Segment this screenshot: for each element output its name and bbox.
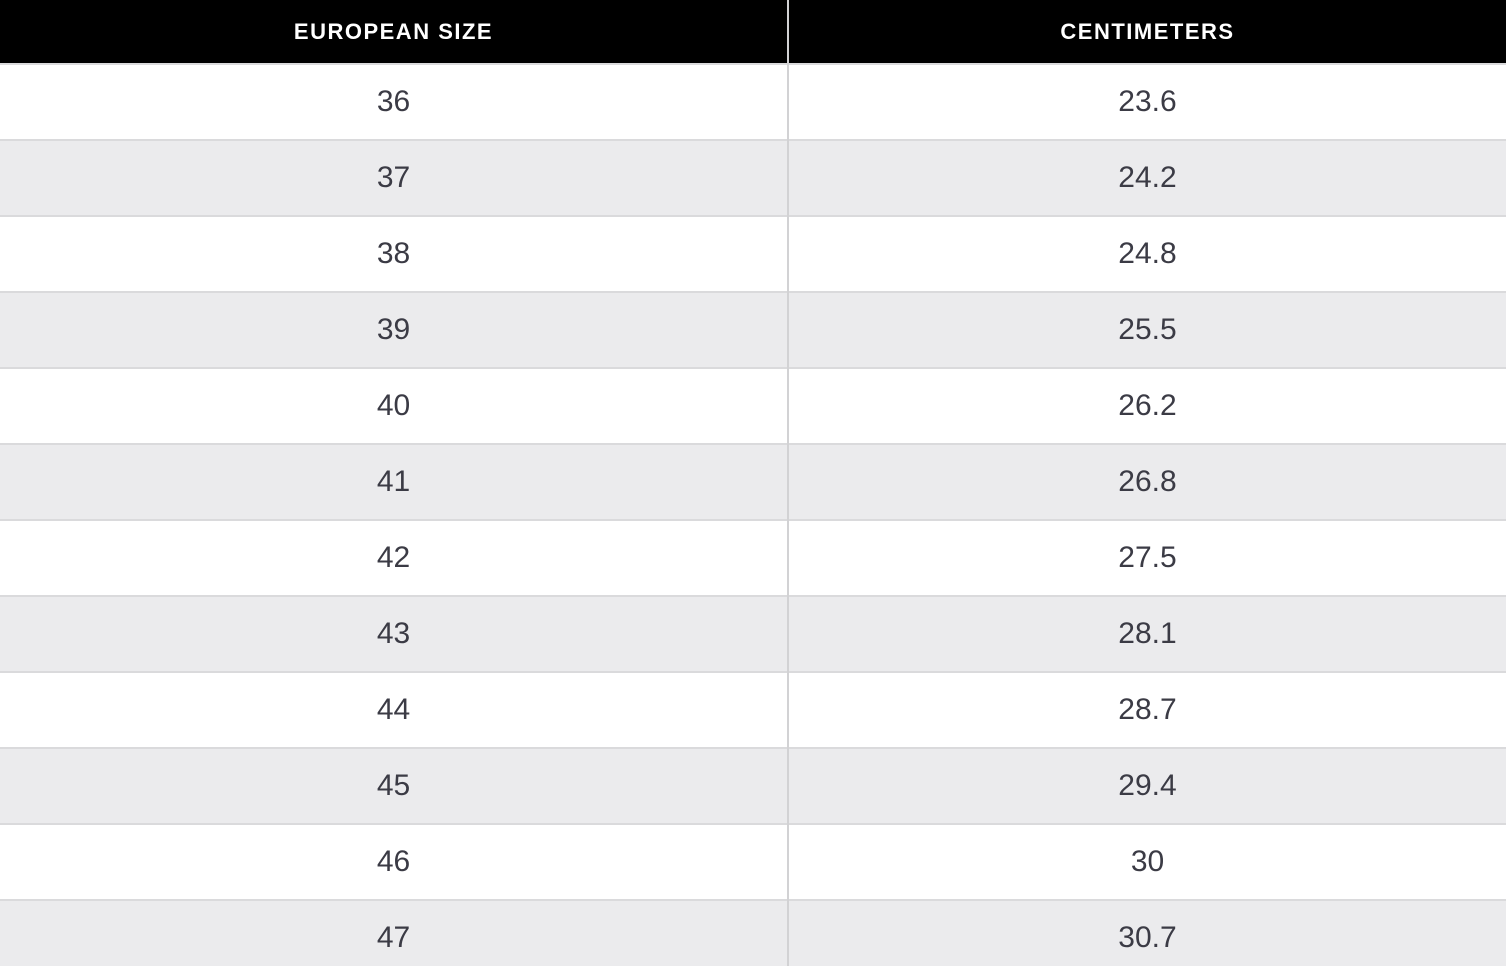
centimeters-cell: 24.2 [788,139,1506,216]
european-size-cell: 42 [0,519,789,596]
centimeters-cell: 30 [788,823,1506,900]
table-row: 47 30.7 [0,899,1506,966]
table-row: 41 26.8 [0,443,1506,520]
header-row: EUROPEAN SIZE CENTIMETERS [0,0,1506,64]
european-size-cell: 40 [0,367,789,444]
table-row: 40 26.2 [0,367,1506,444]
table-row: 36 23.6 [0,63,1506,140]
european-size-cell: 45 [0,747,789,824]
table-row: 45 29.4 [0,747,1506,824]
centimeters-cell: 28.7 [788,671,1506,748]
european-size-cell: 38 [0,215,789,292]
table-row: 43 28.1 [0,595,1506,672]
centimeters-cell: 24.8 [788,215,1506,292]
table-row: 44 28.7 [0,671,1506,748]
european-size-cell: 39 [0,291,789,368]
column-header-centimeters: CENTIMETERS [788,0,1506,64]
centimeters-cell: 26.8 [788,443,1506,520]
centimeters-cell: 28.1 [788,595,1506,672]
european-size-cell: 37 [0,139,789,216]
table-body: 36 23.6 37 24.2 38 24.8 39 25.5 40 26.2 … [0,63,1506,966]
centimeters-cell: 23.6 [788,63,1506,140]
table-header: EUROPEAN SIZE CENTIMETERS [0,0,1506,64]
table-row: 37 24.2 [0,139,1506,216]
centimeters-cell: 30.7 [788,899,1506,966]
centimeters-cell: 29.4 [788,747,1506,824]
european-size-cell: 44 [0,671,789,748]
european-size-cell: 47 [0,899,789,966]
table-row: 39 25.5 [0,291,1506,368]
european-size-cell: 36 [0,63,789,140]
table-row: 38 24.8 [0,215,1506,292]
table-row: 46 30 [0,823,1506,900]
european-size-cell: 46 [0,823,789,900]
column-header-european-size: EUROPEAN SIZE [0,0,789,64]
european-size-cell: 43 [0,595,789,672]
european-size-cell: 41 [0,443,789,520]
table-row: 42 27.5 [0,519,1506,596]
centimeters-cell: 26.2 [788,367,1506,444]
centimeters-cell: 25.5 [788,291,1506,368]
centimeters-cell: 27.5 [788,519,1506,596]
